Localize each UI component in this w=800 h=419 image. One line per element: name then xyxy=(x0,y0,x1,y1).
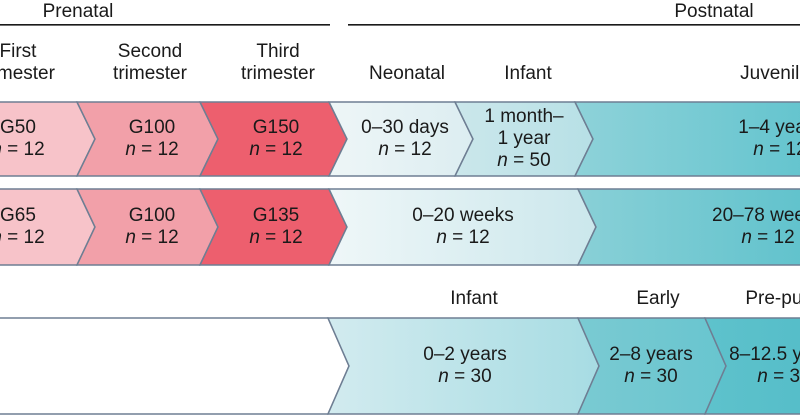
segment-text-1-4-years: 1–4 years n = 12 xyxy=(738,117,800,160)
segment-text-g150: G150 n = 12 xyxy=(249,117,303,160)
segment-text-g100-r2: G100 n = 12 xyxy=(125,205,179,248)
segment-text-g135: G135 n = 12 xyxy=(249,205,303,248)
prenatal-header: Prenatal xyxy=(42,1,114,22)
segment-text-1-month-1-year: 1 month– 1 year n = 50 xyxy=(484,106,564,171)
segment-text-8-12-years: 8–12.5 years n = 30 xyxy=(729,344,800,387)
stage-label-juvenile: Juvenile xyxy=(740,63,800,84)
segment-text-0-2-years: 0–2 years n = 30 xyxy=(423,344,507,387)
segment-text-g50: G50 n = 12 xyxy=(0,117,45,160)
postnatal-header: Postnatal xyxy=(674,1,754,22)
segment-text-0-30-days: 0–30 days n = 12 xyxy=(361,117,449,160)
segment-text-g100-r1: G100 n = 12 xyxy=(125,117,179,160)
stage-label-neonatal: Neonatal xyxy=(368,63,446,84)
segment-shape-8-12-years xyxy=(703,317,800,415)
segment-text-0-20-weeks: 0–20 weeks n = 12 xyxy=(412,205,514,248)
segment-shape-1-4-years xyxy=(573,101,800,177)
stage-label-third-trimester: Third trimester xyxy=(241,41,315,84)
stage-label-first-trimester: First trimester xyxy=(0,41,55,84)
stage-label-second-trimester: Second trimester xyxy=(113,41,187,84)
stage-label-infant-bottom: Infant xyxy=(450,288,498,309)
stage-label-early: Early xyxy=(636,288,680,309)
segment-shape-20-78-weeks xyxy=(576,188,800,266)
segment-text-20-78-weeks: 20–78 weeks n = 12 xyxy=(712,205,800,248)
stage-label-pre-puberty: Pre-puberty xyxy=(745,288,800,309)
segment-shape-blank xyxy=(0,317,350,415)
segment-text-g65: G65 n = 12 xyxy=(0,205,45,248)
stage-label-infant-top: Infant xyxy=(504,63,552,84)
segment-text-2-8-years: 2–8 years n = 30 xyxy=(609,344,693,387)
